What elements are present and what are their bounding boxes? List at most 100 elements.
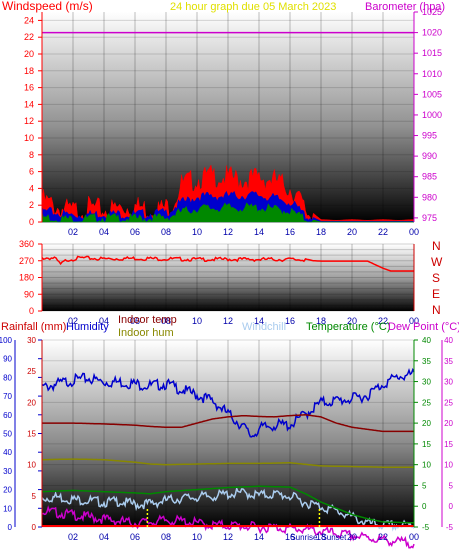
series-dew-point bbox=[41, 505, 415, 549]
windspeed-label: Windspeed (m/s) bbox=[2, 0, 93, 13]
temp-time-label: 22 bbox=[378, 532, 388, 542]
compass-e: E bbox=[432, 287, 440, 301]
wind-tick-label: 18 bbox=[24, 66, 34, 76]
baro-tick-label: 1015 bbox=[422, 48, 442, 58]
dir-time-label: 10 bbox=[192, 316, 202, 326]
temp-time-label: 18 bbox=[316, 532, 326, 542]
baro-tick-label: 985 bbox=[422, 172, 437, 182]
wind-time-label: 06 bbox=[130, 227, 140, 237]
humidity-tick-label: 90 bbox=[3, 355, 12, 364]
temp-tick-label: 35 bbox=[422, 357, 431, 366]
wind-tick-label: 6 bbox=[29, 167, 34, 177]
indoor-hum-label: Indoor hum bbox=[118, 327, 174, 339]
baro-tick-label: 980 bbox=[422, 192, 437, 202]
windchill-label: Windchill bbox=[242, 321, 286, 333]
dir-time-label: 14 bbox=[254, 316, 264, 326]
wind-time-label: 14 bbox=[254, 227, 264, 237]
dewpoint-label: Dew Point (°C) bbox=[388, 321, 459, 333]
dew-tick-label: 10 bbox=[444, 461, 453, 470]
barometer-label: Barometer (hpa) bbox=[365, 1, 445, 13]
wind-time-label: 22 bbox=[378, 227, 388, 237]
dew-tick-label: 15 bbox=[444, 440, 453, 449]
compass-s: S bbox=[432, 271, 440, 285]
wind-tick-label: 14 bbox=[24, 99, 34, 109]
humidity-tick-label: 20 bbox=[3, 486, 12, 495]
plot-series bbox=[41, 31, 415, 549]
wind-tick-label: 2 bbox=[29, 200, 34, 210]
dir-time-label: 20 bbox=[347, 316, 357, 326]
dew-tick-label: -5 bbox=[446, 523, 454, 532]
baro-tick-label: 975 bbox=[422, 213, 437, 223]
dir-time-label: 04 bbox=[99, 316, 109, 326]
wind-time-label: 08 bbox=[161, 227, 171, 237]
baro-tick-label: 1025 bbox=[422, 7, 442, 17]
rain-tick-label: 0 bbox=[32, 523, 37, 532]
wind-time-label: 16 bbox=[285, 227, 295, 237]
temp-tick-label: 20 bbox=[422, 419, 431, 428]
temp-time-label: 04 bbox=[99, 532, 109, 542]
baro-tick-label: 1010 bbox=[422, 69, 442, 79]
wind-tick-label: 12 bbox=[24, 116, 34, 126]
compass-n-bottom: N bbox=[432, 303, 441, 317]
dir-tick-label: 360 bbox=[19, 239, 34, 249]
humidity-tick-label: 0 bbox=[8, 523, 13, 532]
temp-tick-label: 15 bbox=[422, 440, 431, 449]
dir-time-label: 16 bbox=[285, 316, 295, 326]
temp-tick-label: 5 bbox=[422, 481, 427, 490]
axes: 0246810121416182022249759809859909951000… bbox=[0, 7, 454, 542]
humidity-tick-label: 70 bbox=[3, 392, 12, 401]
indoor-temp-label: Indoor temp bbox=[118, 314, 177, 326]
dir-time-label: 00 bbox=[409, 316, 419, 326]
rain-tick-label: 15 bbox=[27, 430, 36, 439]
dir-time-label: 22 bbox=[378, 316, 388, 326]
wind-tick-label: 0 bbox=[29, 217, 34, 227]
humidity-tick-label: 60 bbox=[3, 411, 12, 420]
compass-w: W bbox=[431, 255, 443, 269]
wind-tick-label: 10 bbox=[24, 133, 34, 143]
temp-time-label: 14 bbox=[254, 532, 264, 542]
temp-time-label: 02 bbox=[68, 532, 78, 542]
dew-tick-label: 30 bbox=[444, 378, 453, 387]
humidity-tick-label: 50 bbox=[3, 430, 12, 439]
dir-time-label: 08 bbox=[161, 316, 171, 326]
rainfall-label: Rainfall (mm) bbox=[1, 321, 66, 333]
baro-tick-label: 1000 bbox=[422, 110, 442, 120]
wind-time-label: 20 bbox=[347, 227, 357, 237]
series-indoor-hum bbox=[42, 458, 414, 468]
direction-line bbox=[41, 255, 414, 272]
compass-n-top: N bbox=[432, 239, 441, 253]
rain-tick-label: 30 bbox=[27, 336, 36, 345]
temp-time-label: 00 bbox=[409, 532, 419, 542]
sunrise-label: Sunrise bbox=[290, 533, 318, 542]
series-windchill bbox=[41, 486, 415, 532]
dew-tick-label: 20 bbox=[444, 419, 453, 428]
dir-time-label: 18 bbox=[316, 316, 326, 326]
dir-tick-label: 0 bbox=[29, 306, 34, 316]
temp-time-label: 12 bbox=[223, 532, 233, 542]
baro-tick-label: 990 bbox=[422, 151, 437, 161]
wind-time-label: 10 bbox=[192, 227, 202, 237]
wind-tick-label: 8 bbox=[29, 150, 34, 160]
graph-title: 24 hour graph due 05 March 2023 bbox=[170, 1, 336, 13]
temp-time-label: 16 bbox=[285, 532, 295, 542]
wind-time-label: 04 bbox=[99, 227, 109, 237]
temp-time-label: 06 bbox=[130, 532, 140, 542]
baro-tick-label: 1020 bbox=[422, 28, 442, 38]
series-humidity bbox=[41, 367, 415, 438]
series-indoor-temp bbox=[42, 414, 414, 433]
wind-tick-label: 20 bbox=[24, 49, 34, 59]
temp-tick-label: -5 bbox=[422, 523, 430, 532]
dir-time-label: 02 bbox=[68, 316, 78, 326]
rain-tick-label: 10 bbox=[27, 461, 36, 470]
humidity-tick-label: 10 bbox=[3, 504, 12, 513]
wind-time-label: 00 bbox=[409, 227, 419, 237]
temp-time-label: 08 bbox=[161, 532, 171, 542]
wind-tick-label: 22 bbox=[24, 32, 34, 42]
dew-tick-label: 35 bbox=[444, 357, 453, 366]
temp-tick-label: 10 bbox=[422, 461, 431, 470]
temp-tick-label: 40 bbox=[422, 336, 431, 345]
dir-time-label: 12 bbox=[223, 316, 233, 326]
wind-area-0 bbox=[41, 164, 415, 223]
